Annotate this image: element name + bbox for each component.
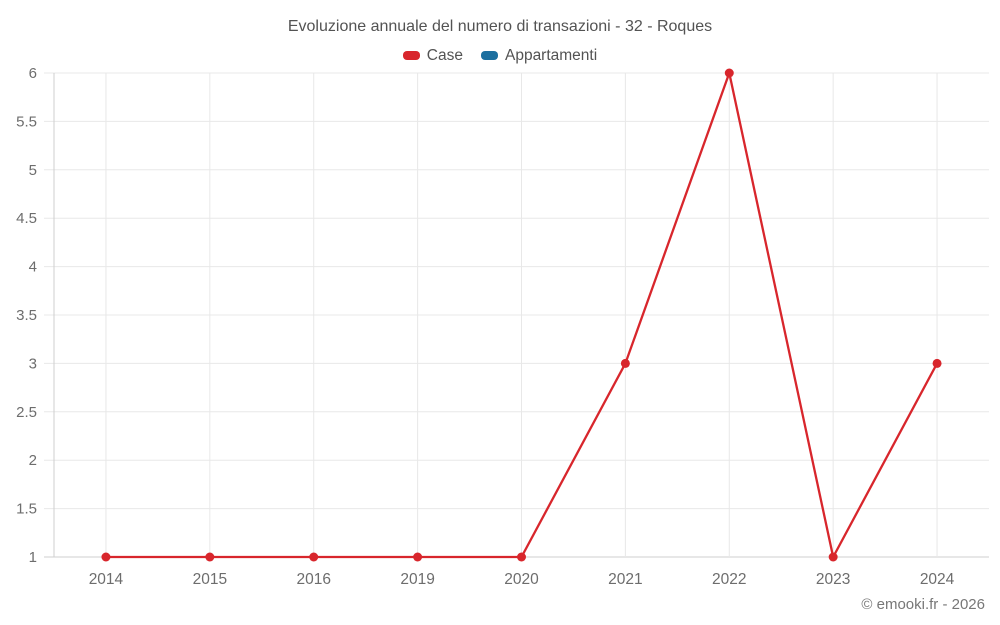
y-axis-tick-label: 5.5 — [16, 113, 37, 130]
x-axis-tick-label: 2023 — [816, 571, 850, 588]
y-axis-tick-label: 5 — [29, 162, 37, 179]
legend-label-case: Case — [426, 46, 463, 64]
data-point-case[interactable] — [101, 552, 111, 562]
x-axis-tick-label: 2022 — [712, 571, 746, 588]
chart-footer-credit: © emooki.fr - 2026 — [861, 596, 985, 613]
y-axis-tick-label: 1.5 — [16, 501, 37, 518]
data-point-case[interactable] — [724, 68, 734, 78]
y-axis-tick-label: 3.5 — [16, 307, 37, 324]
data-point-case[interactable] — [932, 358, 942, 368]
data-point-case[interactable] — [828, 552, 838, 562]
y-axis-tick-label: 1 — [29, 549, 37, 566]
legend-swatch-appartamenti-icon — [480, 51, 498, 60]
x-axis-tick-label: 2021 — [608, 571, 642, 588]
legend-swatch-case-icon — [402, 51, 420, 60]
chart-title: Evoluzione annuale del numero di transaz… — [287, 18, 713, 35]
legend-item-appartamenti[interactable]: Appartamenti — [480, 46, 598, 65]
x-axis-tick-label: 2016 — [296, 571, 330, 588]
y-axis-tick-label: 4 — [29, 259, 37, 276]
y-axis-tick-label: 6 — [29, 65, 37, 82]
y-axis-tick-label: 3 — [29, 355, 37, 372]
x-axis-tick-label: 2019 — [400, 571, 434, 588]
data-point-case[interactable] — [517, 552, 526, 562]
y-axis-tick-label: 2.5 — [16, 404, 37, 421]
x-axis-tick-label: 2024 — [920, 571, 955, 588]
data-point-case[interactable] — [205, 552, 215, 562]
x-axis-tick-label: 2020 — [504, 571, 539, 588]
legend-item-case[interactable]: Case — [402, 46, 463, 65]
data-point-case[interactable] — [620, 358, 630, 368]
data-point-case[interactable] — [413, 552, 423, 562]
legend-label-appartamenti: Appartamenti — [504, 46, 598, 64]
y-axis-tick-label: 4.5 — [16, 210, 37, 227]
x-axis-tick-label: 2014 — [89, 571, 124, 588]
x-axis-tick-label: 2015 — [193, 571, 227, 588]
y-axis-tick-label: 2 — [29, 452, 37, 469]
data-point-case[interactable] — [309, 552, 319, 562]
legend: Case Appartamenti — [0, 45, 1000, 66]
